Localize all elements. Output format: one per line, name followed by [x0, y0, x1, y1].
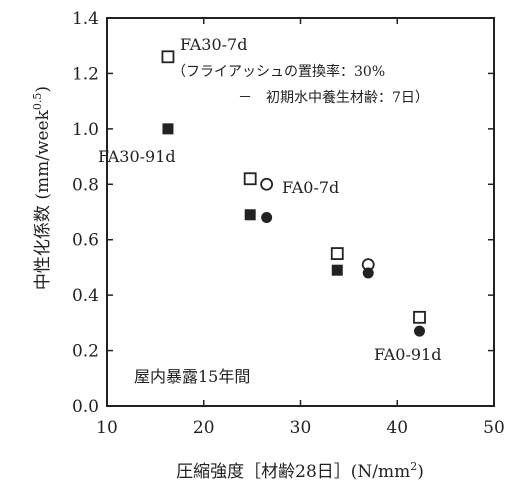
note-curing-age: － 初期水中養生材齢：7日） — [238, 89, 429, 106]
marker-filled-circle — [414, 325, 426, 337]
marker-open-square — [161, 50, 175, 64]
y-tick-label: 0.4 — [72, 286, 99, 306]
y-tick-label: 1.2 — [72, 64, 99, 84]
marker-open-circle — [260, 177, 274, 191]
y-tick-label: 0.2 — [72, 342, 99, 362]
x-tick-label: 10 — [96, 418, 118, 438]
marker-open-square — [330, 247, 344, 260]
y-tick-label: 1.0 — [72, 120, 99, 140]
x-tick-label: 40 — [386, 418, 408, 438]
marker-filled-square — [331, 264, 343, 276]
plot-frame — [106, 17, 495, 407]
marker-filled-circle — [261, 212, 273, 224]
x-axis-title: 圧縮強度［材齢28日］(N/mm2) — [176, 460, 424, 482]
label-fa0-7d: FA0-7d — [282, 178, 339, 197]
marker-open-square — [413, 310, 426, 324]
label-fa0-91d: FA0-91d — [374, 345, 441, 364]
label-fa30-91d: FA30-91d — [98, 147, 176, 166]
marker-open-square — [243, 172, 257, 186]
label-fa30-7d: FA30-7d — [180, 35, 247, 54]
x-tick-label: 50 — [483, 418, 505, 438]
y-tick-label: 0.0 — [72, 397, 99, 417]
marker-filled-square — [244, 209, 256, 221]
label-exposure-period: 屋内暴露15年間 — [134, 367, 250, 386]
marker-filled-square — [162, 123, 174, 135]
y-tick-label: 0.8 — [72, 175, 99, 195]
x-tick-label: 30 — [290, 418, 312, 438]
y-tick-label: 0.6 — [72, 231, 99, 251]
y-axis-title: 中性化係数 (mm/week0.5) — [31, 86, 53, 290]
x-tick-label: 20 — [193, 418, 215, 438]
y-tick-label: 1.4 — [72, 9, 99, 29]
marker-filled-circle — [362, 267, 374, 279]
note-fly-ash-ratio: （フライアッシュの置換率：30% — [172, 63, 385, 80]
